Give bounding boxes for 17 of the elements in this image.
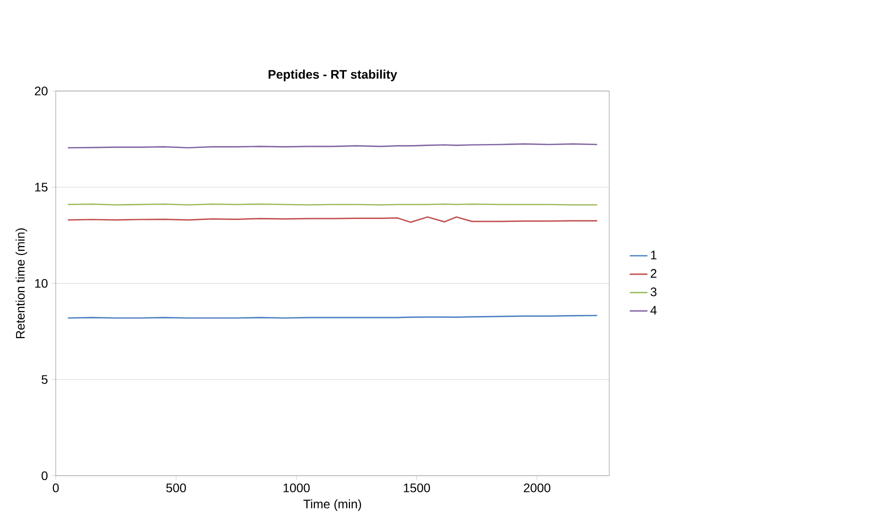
legend-label: 4: [650, 306, 657, 315]
x-tick-label: 1000: [284, 484, 310, 492]
legend-label: 1: [651, 250, 656, 260]
chart-title: Peptides - RT stability: [268, 70, 398, 82]
legend-label: 2: [650, 269, 656, 278]
y-tick-label: 20: [34, 86, 48, 96]
legend-label: 3: [650, 288, 656, 296]
y-tick-label: 0: [42, 471, 48, 480]
y-tick-label: 10: [35, 279, 48, 288]
x-tick-label: 1500: [404, 484, 430, 492]
y-tick-label: 15: [35, 183, 48, 192]
y-axis-title: Retention time (min): [16, 228, 28, 338]
x-tick-label: 500: [166, 484, 186, 492]
x-tick-label: 2000: [524, 484, 550, 492]
x-axis-title: Time (min): [303, 499, 362, 512]
x-tick-label: 0: [52, 484, 59, 492]
y-tick-label: 5: [42, 375, 48, 384]
